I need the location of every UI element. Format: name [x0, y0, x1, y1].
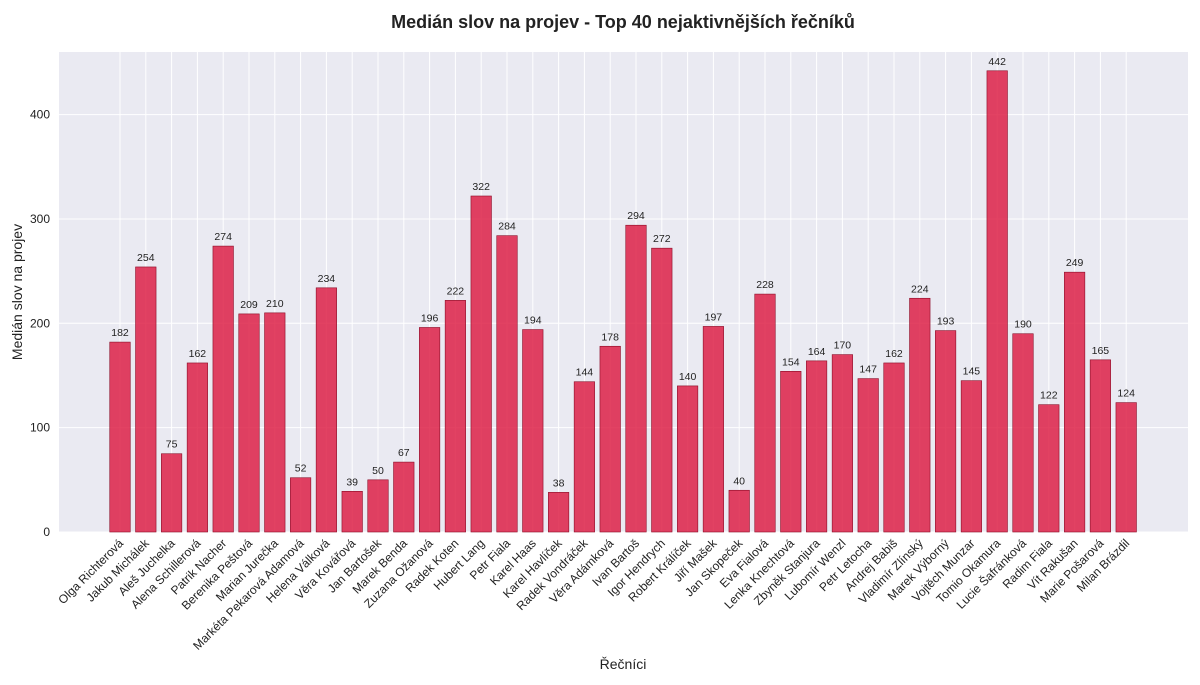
bar-value-label: 194	[524, 315, 542, 327]
x-axis-label: Řečníci	[600, 656, 647, 672]
bar-value-label: 322	[472, 181, 490, 193]
bar	[444, 300, 466, 533]
bar-value-label: 38	[553, 477, 565, 489]
bar	[161, 453, 183, 533]
y-axis-ticks: 0 100 200 300 400	[30, 108, 50, 539]
bar	[367, 479, 389, 533]
y-tick-label: 400	[30, 108, 50, 122]
bar	[831, 354, 853, 533]
bar-value-label: 147	[859, 364, 877, 376]
bar	[1115, 402, 1137, 533]
bar-value-label: 294	[627, 210, 645, 222]
bar	[393, 461, 415, 533]
bar	[109, 341, 131, 533]
bar-value-label: 222	[447, 285, 465, 297]
bar-value-label: 224	[911, 283, 929, 295]
bar-value-label: 40	[733, 475, 745, 487]
bar-value-label: 124	[1117, 388, 1135, 400]
bar-value-label: 190	[1014, 319, 1032, 331]
bar-value-label: 67	[398, 447, 410, 459]
bar-value-label: 162	[885, 348, 903, 360]
bar	[1012, 333, 1034, 533]
chart-title: Medián slov na projev - Top 40 nejaktivn…	[391, 12, 855, 32]
bar-value-label: 228	[756, 279, 774, 291]
bar	[780, 371, 802, 533]
bar-value-label: 39	[346, 476, 358, 488]
bar-value-label: 182	[111, 327, 129, 339]
bar	[573, 381, 595, 533]
bar-value-label: 284	[498, 221, 516, 233]
bar	[677, 385, 699, 533]
y-tick-label: 300	[30, 212, 50, 226]
bar	[883, 362, 905, 533]
y-tick-label: 0	[43, 525, 50, 539]
bar	[625, 224, 647, 533]
bar-value-label: 254	[137, 252, 155, 264]
bar-value-label: 122	[1040, 390, 1058, 402]
bar	[419, 327, 441, 533]
bar	[496, 235, 518, 533]
bar-value-label: 170	[834, 340, 852, 352]
bar	[290, 477, 312, 533]
bar-value-label: 162	[189, 348, 207, 360]
bar	[264, 312, 286, 533]
bar	[960, 380, 982, 533]
bar	[1038, 404, 1060, 533]
bar-value-label: 145	[963, 366, 981, 378]
bar	[754, 293, 776, 533]
bar	[651, 247, 673, 533]
y-axis-label: Medián slov na projev	[9, 224, 25, 360]
bar-value-label: 75	[166, 439, 178, 451]
bar-value-label: 52	[295, 463, 307, 475]
bar-value-label: 165	[1092, 345, 1110, 357]
bar-value-label: 50	[372, 465, 384, 477]
bar	[1064, 271, 1086, 533]
bar	[806, 360, 828, 533]
bar	[315, 287, 337, 533]
value-labels-group: 182 254 75 162 274 209 210 52 234 39 50 67 196 222 322…	[111, 56, 1135, 490]
bar-value-label: 442	[988, 56, 1006, 68]
bar	[522, 329, 544, 533]
bar-value-label: 196	[421, 312, 439, 324]
bar-value-label: 154	[782, 356, 800, 368]
bar	[857, 378, 879, 533]
bar-value-label: 193	[937, 316, 955, 328]
bar-value-label: 249	[1066, 257, 1084, 269]
y-tick-label: 100	[30, 421, 50, 435]
bar-value-label: 210	[266, 298, 284, 310]
bar-value-label: 234	[318, 273, 336, 285]
bar	[212, 245, 234, 533]
bar	[341, 491, 363, 533]
bar	[986, 70, 1008, 533]
bar-value-label: 272	[653, 233, 671, 245]
bar	[135, 266, 157, 533]
bar	[935, 330, 957, 533]
bar-value-label: 140	[679, 371, 697, 383]
bar-value-label: 197	[705, 311, 723, 323]
bar	[909, 297, 931, 533]
bar	[548, 492, 570, 533]
bar-value-label: 164	[808, 346, 826, 358]
bars-group	[109, 70, 1137, 533]
bar	[599, 345, 621, 533]
bar	[728, 489, 750, 533]
bar	[470, 195, 492, 533]
bar	[238, 313, 260, 533]
bar	[1089, 359, 1111, 533]
bar-value-label: 144	[576, 367, 594, 379]
bar-value-label: 178	[601, 331, 619, 343]
bar-value-label: 274	[214, 231, 232, 243]
bar-value-label: 209	[240, 299, 258, 311]
bar	[186, 362, 208, 533]
y-tick-label: 200	[30, 316, 50, 330]
bar	[702, 326, 724, 533]
